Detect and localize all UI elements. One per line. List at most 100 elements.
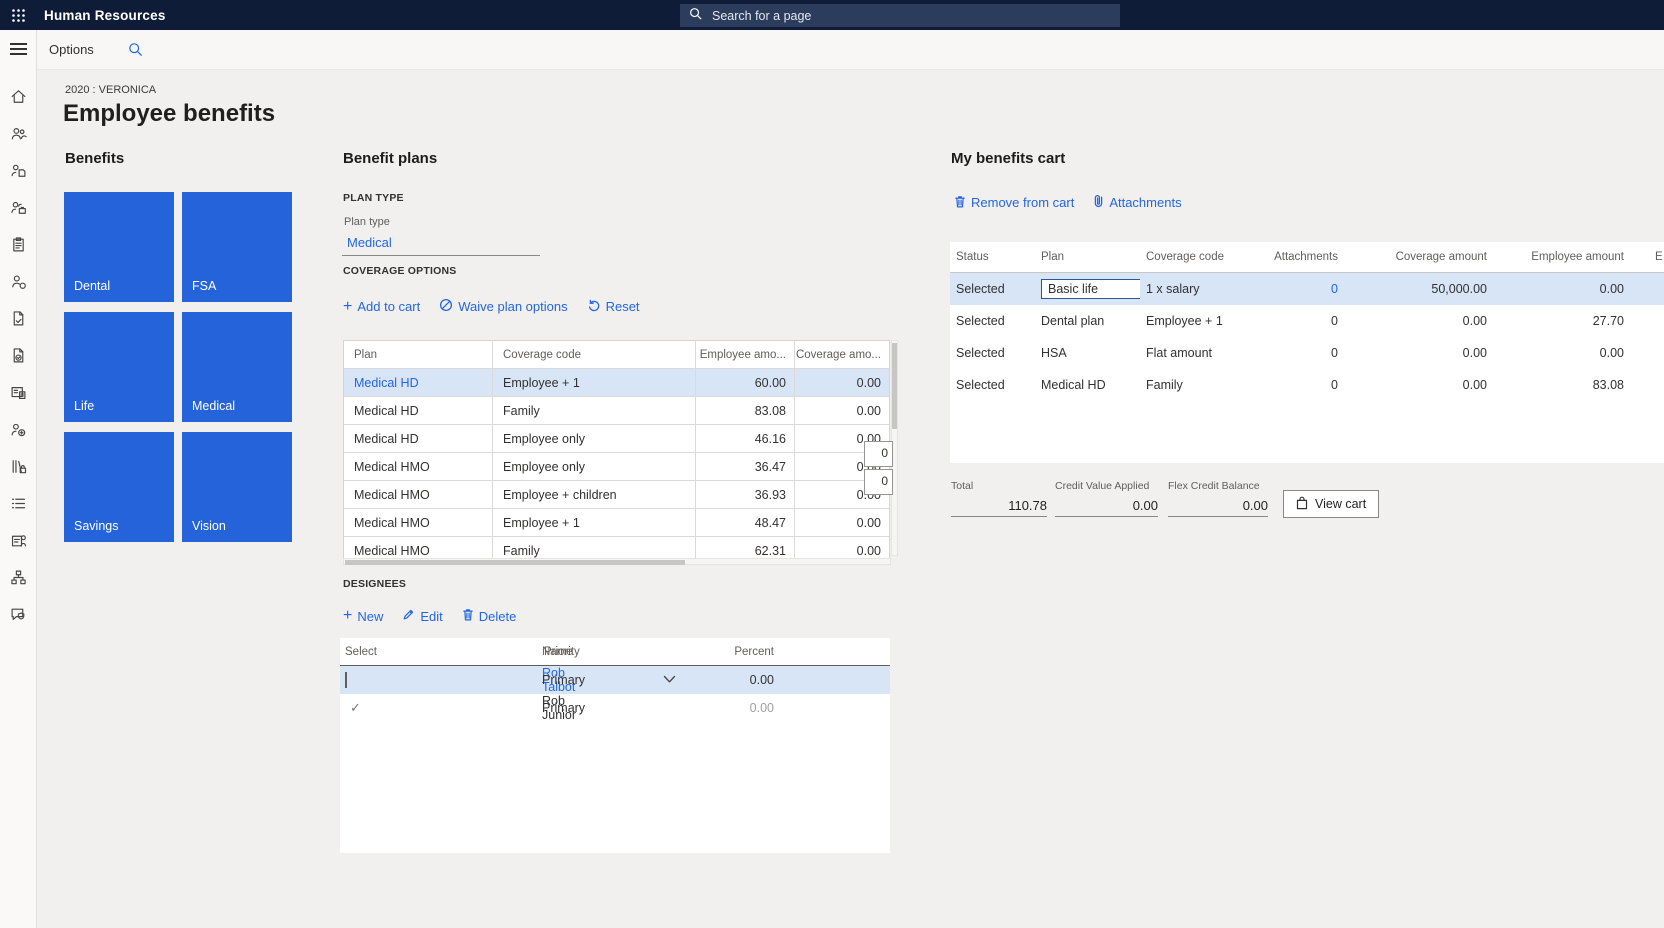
benefits-heading: Benefits	[65, 150, 125, 167]
app-bar: Human Resources	[0, 0, 1664, 30]
person-status-icon[interactable]	[9, 272, 27, 290]
edit-designee-button[interactable]: Edit	[402, 608, 443, 624]
clipboard-icon[interactable]	[9, 235, 27, 253]
command-bar: Options	[37, 30, 1664, 70]
cart-table-header: Status Plan Coverage code Attachments Co…	[950, 242, 1664, 273]
shopping-bag-icon	[1296, 496, 1308, 513]
attachments-count-link[interactable]: 0	[1331, 282, 1338, 296]
person-notes-icon[interactable]	[9, 531, 27, 549]
designee-name-link[interactable]: Rob Talbot	[542, 666, 576, 694]
chevron-down-icon[interactable]	[663, 673, 676, 687]
plan-type-value-field[interactable]: Medical	[342, 233, 540, 256]
tile-fsa[interactable]: FSA	[182, 192, 292, 302]
options-menu[interactable]: Options	[49, 42, 94, 57]
designees-toolbar: + New Edit Delete	[343, 608, 516, 624]
people-briefcase-icon[interactable]	[9, 198, 27, 216]
coverage-table-horizontal-scrollbar[interactable]	[343, 558, 891, 565]
reset-icon	[587, 298, 601, 315]
coverage-row[interactable]: Medical HD Employee only 46.16 0.00	[344, 425, 889, 453]
coverage-options-group-label: COVERAGE OPTIONS	[343, 265, 457, 277]
total-field: Total 110.78	[951, 480, 1047, 517]
app-title: Human Resources	[44, 7, 166, 23]
tile-life[interactable]: Life	[64, 312, 174, 422]
designees-table-header: Select Name Priority Percent	[340, 638, 890, 666]
flex-credit-balance-field: Flex Credit Balance 0.00	[1168, 480, 1268, 517]
credit-value-applied-field: Credit Value Applied 0.00	[1055, 480, 1158, 517]
coverage-row[interactable]: Medical HMO Family 62.31 0.00	[344, 537, 889, 564]
people-pay-icon[interactable]	[9, 420, 27, 438]
waive-plan-options-button[interactable]: Waive plan options	[439, 298, 568, 315]
coverage-row[interactable]: Medical HD Employee + 1 60.00 0.00	[344, 369, 889, 397]
form-search-icon[interactable]	[128, 42, 143, 57]
plan-cell-input[interactable]: Basic life	[1041, 279, 1140, 299]
attachments-button[interactable]: Attachments	[1093, 194, 1182, 211]
trash-icon	[462, 608, 474, 624]
flex-credit-balance-label: Flex Credit Balance	[1168, 480, 1260, 492]
tile-vision[interactable]: Vision	[182, 432, 292, 542]
cart-row[interactable]: Selected Medical HD Family 0 0.00 83.08	[956, 378, 1624, 392]
plus-icon: +	[343, 297, 353, 315]
cropped-grid-fragment: 0 0	[864, 441, 893, 497]
view-cart-button[interactable]: View cart	[1283, 490, 1380, 518]
home-icon[interactable]	[9, 87, 27, 105]
tile-dental[interactable]: Dental	[64, 192, 174, 302]
person-document-icon[interactable]	[9, 161, 27, 179]
benefit-plans-heading: Benefit plans	[343, 150, 438, 167]
org-chart-icon[interactable]	[9, 568, 27, 586]
paperclip-icon	[1093, 194, 1104, 211]
document-approve-icon[interactable]	[9, 309, 27, 327]
cart-row[interactable]: Selected HSA Flat amount 0 0.00 0.00	[956, 346, 1624, 360]
coverage-options-table: Plan Coverage code Employee amo... Cover…	[343, 340, 890, 565]
coverage-row[interactable]: Medical HMO Employee + 1 48.47 0.00	[344, 509, 889, 537]
add-to-cart-button[interactable]: + Add to cart	[343, 297, 421, 315]
plan-type-group-label: PLAN TYPE	[343, 192, 404, 204]
designee-checkbox[interactable]	[345, 672, 347, 688]
new-designee-button[interactable]: + New	[343, 607, 384, 624]
benefits-tile-grid: Dental FSA Life Medical Savings Vision	[64, 192, 292, 542]
reset-button[interactable]: Reset	[587, 298, 640, 315]
page-search-input[interactable]	[710, 7, 1111, 24]
flex-credit-balance-value: 0.00	[1242, 498, 1268, 513]
remove-from-cart-button[interactable]: Remove from cart	[954, 195, 1074, 211]
cart-heading: My benefits cart	[951, 150, 1066, 167]
cropped-cell: 0	[864, 441, 893, 467]
books-lock-icon[interactable]	[9, 457, 27, 475]
list-icon[interactable]	[9, 494, 27, 512]
page-search-box[interactable]	[680, 4, 1120, 27]
search-icon	[689, 7, 702, 25]
app-launcher-waffle-icon[interactable]	[0, 0, 37, 30]
hamburger-menu-icon[interactable]	[10, 43, 27, 55]
coverage-table-header: Plan Coverage code Employee amo... Cover…	[344, 341, 889, 369]
checkmark-icon: ✓	[350, 700, 361, 715]
breadcrumb: 2020 : VERONICA	[65, 84, 157, 96]
page-content: 2020 : VERONICA Employee benefits Benefi…	[37, 70, 1664, 928]
credit-value-applied-label: Credit Value Applied	[1055, 480, 1150, 492]
designees-group-label: DESIGNEES	[343, 578, 407, 590]
people-icon[interactable]	[9, 124, 27, 142]
card-tasks-icon[interactable]	[9, 383, 27, 401]
delete-designee-button[interactable]: Delete	[462, 608, 516, 624]
cart-table: Status Plan Coverage code Attachments Co…	[950, 242, 1664, 463]
cart-totals: Total 110.78 Credit Value Applied 0.00 F…	[951, 480, 1380, 518]
cropped-cell: 0	[864, 469, 893, 495]
tile-medical[interactable]: Medical	[182, 312, 292, 422]
coverage-options-toolbar: + Add to cart Waive plan options Reset	[343, 298, 640, 315]
cart-row[interactable]: Selected Dental plan Employee + 1 0 0.00…	[956, 314, 1624, 328]
total-label: Total	[951, 480, 974, 492]
total-value: 110.78	[1008, 498, 1047, 513]
credit-value-applied-value: 0.00	[1132, 498, 1158, 513]
pencil-icon	[402, 608, 415, 624]
designee-row[interactable]: Rob Talbot Primary 0.00	[340, 666, 890, 694]
document-review-icon[interactable]	[9, 346, 27, 364]
plus-icon: +	[343, 607, 353, 624]
designee-row[interactable]: ✓ Rob Junior Primary 0.00	[340, 694, 890, 722]
chat-shield-icon[interactable]	[9, 605, 27, 623]
coverage-row[interactable]: Medical HD Family 83.08 0.00	[344, 397, 889, 425]
plan-type-field-label: Plan type	[344, 216, 390, 228]
tile-savings[interactable]: Savings	[64, 432, 174, 542]
left-nav	[0, 30, 37, 928]
cart-row[interactable]: Selected Basic life 1 x salary 0 50,000.…	[950, 273, 1664, 305]
